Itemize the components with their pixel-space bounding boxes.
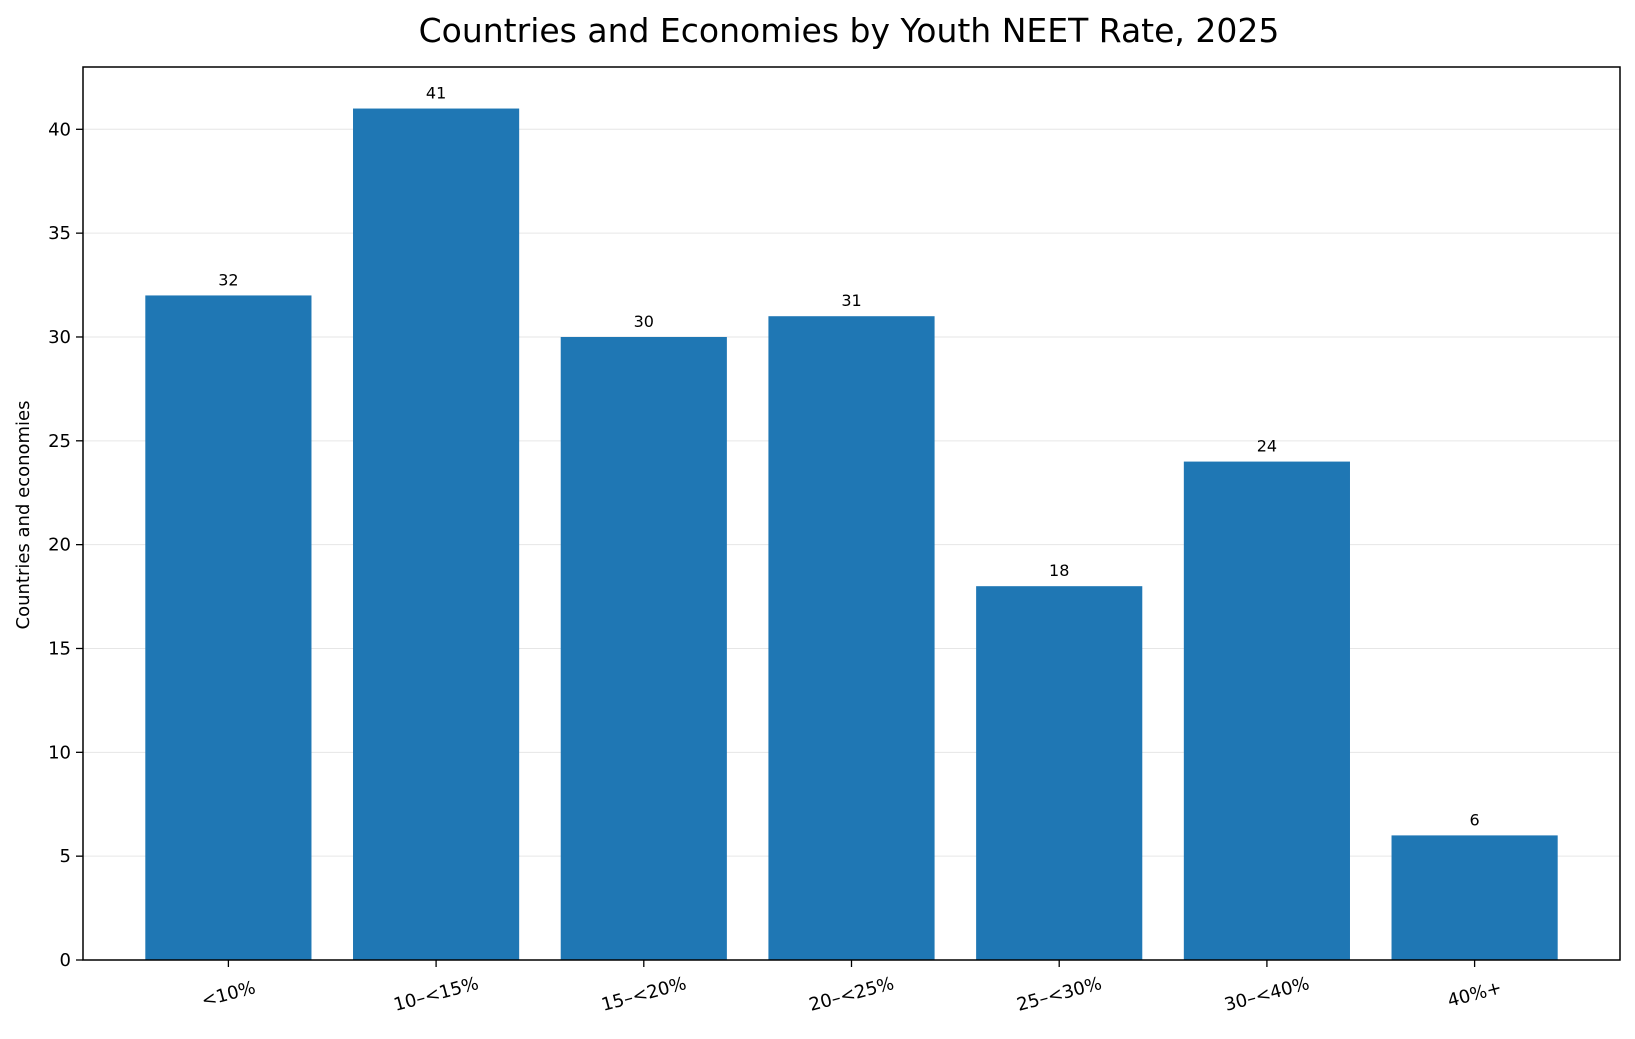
y-tick-label: 20 <box>48 535 71 556</box>
x-tick-label: 40%+ <box>1445 977 1504 1012</box>
bar <box>768 316 935 960</box>
x-tick-label: 20–<25% <box>807 973 896 1016</box>
x-tick-label: 15–<20% <box>599 973 688 1016</box>
x-tick-label: <10% <box>199 977 258 1012</box>
bar <box>1391 835 1558 960</box>
y-tick-label: 30 <box>48 327 71 348</box>
y-tick-label: 35 <box>48 223 71 244</box>
bar <box>353 108 520 960</box>
y-tick-label: 15 <box>48 638 71 659</box>
x-axis-ticks: <10% 10–<15% 15–<20% 20–<25% 25–<30% 30–<40% 4… <box>199 960 1504 1016</box>
bar-value-label: 32 <box>218 270 238 289</box>
y-tick-label: 40 <box>48 119 71 140</box>
bar-value-label: 31 <box>841 291 861 310</box>
bar <box>1183 461 1350 960</box>
y-tick-label: 5 <box>60 846 71 867</box>
plot-frame <box>82 66 1621 961</box>
bar <box>976 586 1143 960</box>
x-tick-label: 25–<30% <box>1015 973 1104 1016</box>
x-tick-label: 30–<40% <box>1222 973 1311 1016</box>
bar-value-label: 18 <box>1049 561 1069 580</box>
y-tick-label: 25 <box>48 431 71 452</box>
y-axis-label: Countries and economies <box>13 400 34 629</box>
bar-value-labels: 32 41 30 31 18 24 6 <box>218 84 1479 830</box>
y-tick-label: 0 <box>60 950 71 971</box>
bar-value-label: 41 <box>426 84 446 103</box>
chart-title: Countries and Economies by Youth NEET Ra… <box>419 11 1280 50</box>
y-tick-label: 10 <box>48 742 71 763</box>
x-tick-label: 10–<15% <box>391 973 480 1016</box>
bar <box>145 295 312 960</box>
bar-value-label: 30 <box>634 312 654 331</box>
y-axis-ticks: 0 5 10 15 20 25 30 35 40 <box>48 119 83 971</box>
bar <box>560 336 727 960</box>
bars <box>145 108 1558 960</box>
bar-value-label: 6 <box>1470 810 1480 829</box>
bar-value-label: 24 <box>1257 437 1277 456</box>
